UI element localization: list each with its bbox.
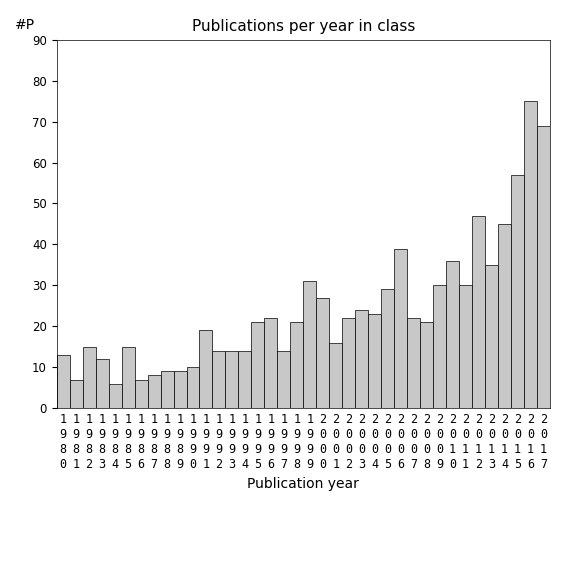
Bar: [381, 290, 394, 408]
Bar: [356, 310, 368, 408]
Bar: [290, 322, 303, 408]
Bar: [407, 318, 420, 408]
Bar: [160, 371, 174, 408]
Bar: [329, 342, 342, 408]
Bar: [446, 261, 459, 408]
Bar: [147, 375, 160, 408]
Bar: [213, 351, 226, 408]
Y-axis label: #P: #P: [15, 18, 35, 32]
Bar: [368, 314, 381, 408]
Bar: [96, 359, 109, 408]
Bar: [174, 371, 187, 408]
Bar: [498, 224, 511, 408]
Bar: [394, 248, 407, 408]
Bar: [251, 322, 264, 408]
Bar: [57, 355, 70, 408]
X-axis label: Publication year: Publication year: [247, 477, 359, 490]
Bar: [264, 318, 277, 408]
Bar: [537, 126, 550, 408]
Bar: [187, 367, 200, 408]
Bar: [472, 216, 485, 408]
Bar: [226, 351, 239, 408]
Bar: [485, 265, 498, 408]
Bar: [70, 379, 83, 408]
Bar: [511, 175, 524, 408]
Bar: [200, 331, 213, 408]
Bar: [524, 101, 537, 408]
Bar: [459, 285, 472, 408]
Title: Publications per year in class: Publications per year in class: [192, 19, 415, 35]
Bar: [239, 351, 251, 408]
Bar: [342, 318, 356, 408]
Bar: [420, 322, 433, 408]
Bar: [134, 379, 147, 408]
Bar: [277, 351, 290, 408]
Bar: [121, 347, 134, 408]
Bar: [303, 281, 316, 408]
Bar: [83, 347, 96, 408]
Bar: [316, 298, 329, 408]
Bar: [109, 384, 121, 408]
Bar: [433, 285, 446, 408]
